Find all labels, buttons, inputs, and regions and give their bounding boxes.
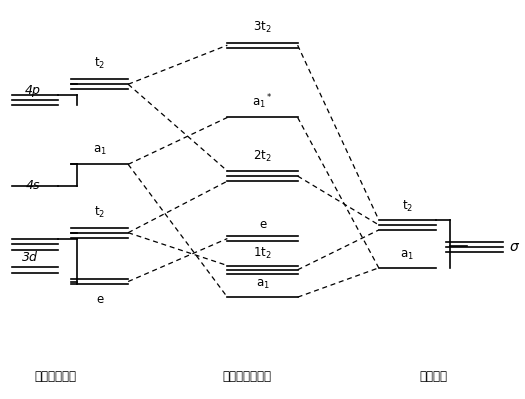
Text: 4p: 4p bbox=[25, 84, 41, 97]
Text: a$_1$$^*$: a$_1$$^*$ bbox=[252, 93, 273, 111]
Text: e: e bbox=[96, 293, 103, 306]
Text: a$_1$: a$_1$ bbox=[93, 144, 107, 157]
Text: 中心离子轨道: 中心离子轨道 bbox=[35, 370, 77, 383]
Text: 2t$_2$: 2t$_2$ bbox=[253, 149, 272, 164]
Text: 4s: 4s bbox=[26, 179, 40, 192]
Text: 3d: 3d bbox=[22, 251, 38, 264]
Text: t$_2$: t$_2$ bbox=[402, 199, 413, 214]
Text: σ: σ bbox=[509, 240, 518, 254]
Text: 配合物分子轨道: 配合物分子轨道 bbox=[223, 370, 271, 383]
Text: a$_1$: a$_1$ bbox=[256, 278, 269, 291]
Text: 3t$_2$: 3t$_2$ bbox=[253, 20, 272, 35]
Text: e: e bbox=[259, 218, 266, 231]
Text: a$_1$: a$_1$ bbox=[400, 249, 414, 262]
Text: 1t$_2$: 1t$_2$ bbox=[253, 246, 272, 261]
Text: t$_2$: t$_2$ bbox=[94, 56, 106, 71]
Text: t$_2$: t$_2$ bbox=[94, 205, 106, 220]
Text: 配体轨道: 配体轨道 bbox=[419, 370, 447, 383]
